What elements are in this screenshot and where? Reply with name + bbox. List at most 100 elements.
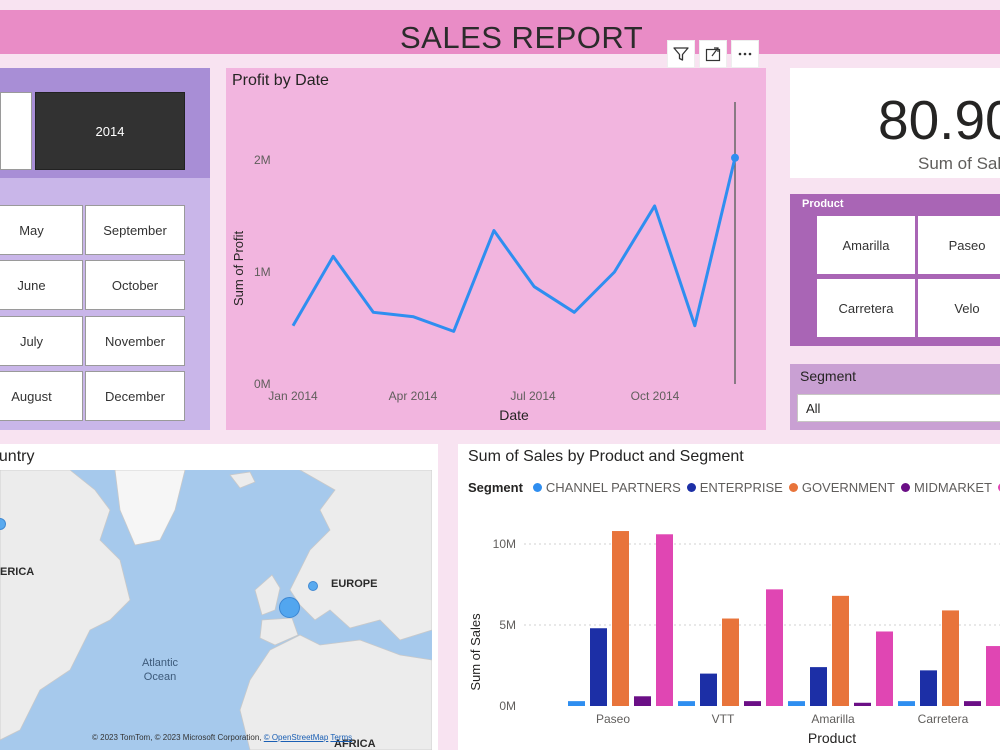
profit-x-tick-oct: Oct 2014 <box>631 389 680 403</box>
bar-carretera-channel-partners[interactable] <box>898 701 915 706</box>
profit-x-axis-label: Date <box>499 407 529 423</box>
product-option-carretera[interactable]: Carretera <box>816 278 916 338</box>
bar-amarilla-channel-partners[interactable] <box>788 701 805 706</box>
terms-link[interactable]: Terms <box>330 733 353 742</box>
bar-amarilla-s[interactable] <box>876 631 893 706</box>
bar-vtt-s[interactable] <box>766 589 783 706</box>
bar-amarilla-enterprise[interactable] <box>810 667 827 706</box>
profit-point[interactable] <box>731 153 739 162</box>
map-bubble-germany[interactable] <box>308 581 318 591</box>
product-option-amarilla[interactable]: Amarilla <box>816 215 916 275</box>
bar-paseo-channel-partners[interactable] <box>568 701 585 706</box>
map-title: ountry <box>0 448 35 465</box>
product-slicer-title: Product <box>802 198 844 210</box>
legend-label: GOVERNMENT <box>801 480 895 495</box>
product-slicer: Product Amarilla Paseo Carretera Velo <box>790 194 1000 346</box>
legend-dot <box>788 483 798 492</box>
map-label-america: ERICA <box>0 566 35 578</box>
legend-dot <box>901 483 910 492</box>
product-option-velo[interactable]: Velo <box>917 278 1000 338</box>
profit-line[interactable] <box>291 157 737 333</box>
month-slicer: May June July August September October N… <box>0 178 210 430</box>
bar-y-axis-label: Sum of Sales <box>468 613 483 691</box>
legend-title: Segment <box>468 480 523 495</box>
month-option-december[interactable]: December <box>85 371 185 421</box>
bar-amarilla-midmarket[interactable] <box>854 702 871 706</box>
bar-chart-legend: Segment CHANNEL PARTNERS ENTERPRISE GOVE… <box>468 480 1000 495</box>
profit-y-tick-2: 2M <box>254 153 271 167</box>
segment-dropdown[interactable]: All <box>797 394 1000 422</box>
profit-x-tick-jul: Jul 2014 <box>510 389 556 403</box>
focus-mode-icon[interactable] <box>699 40 727 68</box>
bar-vtt-enterprise[interactable] <box>700 673 717 706</box>
month-option-september[interactable]: September <box>85 205 185 255</box>
segment-slicer: Segment All <box>790 364 1000 430</box>
bar-carretera-government[interactable] <box>942 610 959 706</box>
legend-item-midmarket[interactable]: MIDMARKET <box>901 480 992 495</box>
legend-item-enterprise[interactable]: ENTERPRISE <box>686 480 783 495</box>
visual-header-toolbar <box>667 40 759 68</box>
map-land-svg <box>0 470 432 750</box>
sales-by-product-segment-chart[interactable]: Sum of Sales by Product and Segment Segm… <box>458 444 1000 750</box>
profit-series <box>291 153 739 333</box>
legend-label: CHANNEL PARTNERS <box>545 480 681 495</box>
profit-x-tick-jan: Jan 2014 <box>268 389 318 403</box>
bar-paseo-government[interactable] <box>612 531 629 706</box>
bar-paseo-enterprise[interactable] <box>590 628 607 706</box>
bar-carretera-s[interactable] <box>986 646 1000 706</box>
bar-x-tick-paseo: Paseo <box>596 712 630 726</box>
bar-vtt-channel-partners[interactable] <box>678 701 695 706</box>
legend-item-small-business[interactable]: S <box>998 480 1000 495</box>
profit-y-tick-1: 1M <box>254 265 271 279</box>
legend-item-channel-partners[interactable]: CHANNEL PARTNERS <box>532 480 681 495</box>
bar-chart-title: Sum of Sales by Product and Segment <box>468 448 744 465</box>
bars <box>568 531 1000 706</box>
map-attribution: © 2023 TomTom, © 2023 Microsoft Corporat… <box>92 733 352 742</box>
bar-vtt-midmarket[interactable] <box>744 701 761 706</box>
profit-line-chart-svg: Sum of Profit 0M 1M 2M Jan 2014 Apr 2014… <box>231 102 739 423</box>
legend-label: ENTERPRISE <box>699 480 783 495</box>
profit-y-tick-0: 0M <box>254 377 271 391</box>
bar-x-tick-amarilla: Amarilla <box>811 712 855 726</box>
month-option-july[interactable]: July <box>0 316 83 366</box>
year-slicer: 2014 <box>0 68 210 178</box>
year-option-previous[interactable] <box>0 92 32 170</box>
map-label-africa: AFRICA <box>334 738 376 750</box>
month-option-november[interactable]: November <box>85 316 185 366</box>
legend-label: MIDMARKET <box>914 480 992 495</box>
bar-carretera-enterprise[interactable] <box>920 670 937 706</box>
year-option-2014[interactable]: 2014 <box>35 92 185 170</box>
page-title: SALES REPORT <box>400 20 644 55</box>
bar-paseo-midmarket[interactable] <box>634 696 651 706</box>
map-ocean-line1: Atlantic <box>141 657 179 669</box>
map-ocean-line2: Ocean <box>143 671 177 683</box>
bar-y-tick-5: 5M <box>499 618 516 632</box>
month-option-august[interactable]: August <box>0 371 83 421</box>
map-attribution-text: © 2023 TomTom, © 2023 Microsoft Corporat… <box>92 733 264 742</box>
map-bubble-france[interactable] <box>279 597 300 618</box>
bar-vtt-government[interactable] <box>722 618 739 706</box>
profit-x-tick-apr: Apr 2014 <box>389 389 438 403</box>
map-canvas[interactable]: ERICA EUROPE AFRICA Atlantic Ocean © 202… <box>0 470 432 750</box>
bar-paseo-s[interactable] <box>656 534 673 706</box>
filter-icon[interactable] <box>667 40 695 68</box>
legend-item-government[interactable]: GOVERNMENT <box>788 480 895 495</box>
bar-carretera-midmarket[interactable] <box>964 701 981 706</box>
month-option-june[interactable]: June <box>0 260 83 310</box>
bar-y-tick-0: 0M <box>499 699 516 713</box>
openstreetmap-link[interactable]: © OpenStreetMap <box>263 733 329 742</box>
bar-amarilla-government[interactable] <box>832 595 849 706</box>
month-option-october[interactable]: October <box>85 260 185 310</box>
legend-dot <box>686 483 696 492</box>
month-option-may[interactable]: May <box>0 205 83 255</box>
product-option-paseo[interactable]: Paseo <box>917 215 1000 275</box>
profit-by-date-chart[interactable]: Profit by Date Sum of Profit 0M 1M 2M Ja… <box>226 68 766 430</box>
bar-y-tick-10: 10M <box>493 537 516 551</box>
sales-kpi-card[interactable]: 80.90 Sum of Sal <box>790 68 1000 178</box>
profit-chart-title: Profit by Date <box>232 72 329 89</box>
legend-dot <box>532 483 542 492</box>
report-header: SALES REPORT <box>0 10 1000 54</box>
bar-x-tick-carretera: Carretera <box>918 712 969 726</box>
map-label-atlantic-ocean: Atlantic Ocean <box>130 656 190 684</box>
more-options-icon[interactable] <box>731 40 759 68</box>
